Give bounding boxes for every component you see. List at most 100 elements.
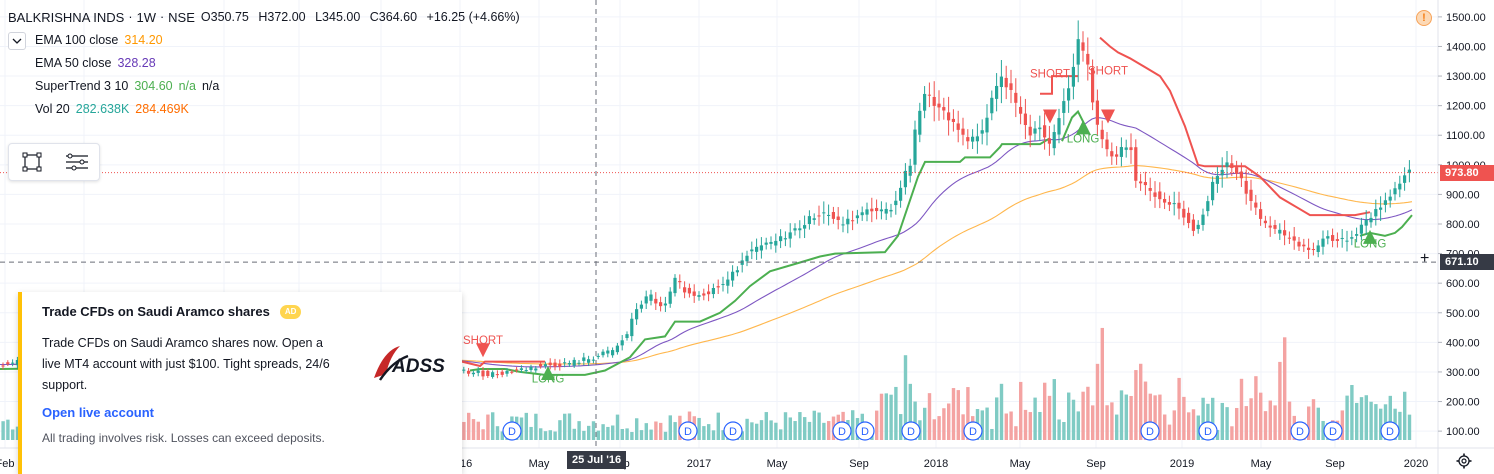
volume-bar — [1134, 370, 1138, 440]
dividend-marker[interactable]: D — [723, 421, 743, 441]
indicator-row[interactable]: Vol 20 282.638K 284.469K — [8, 98, 526, 121]
volume-bar — [625, 428, 629, 440]
volume-bar — [476, 421, 480, 440]
volume-bar — [937, 416, 941, 440]
dividend-label: D — [1146, 426, 1154, 438]
low-value: L345.00 — [315, 10, 361, 24]
dividend-marker[interactable]: D — [678, 421, 698, 441]
candle-body — [553, 362, 557, 367]
price-lines — [0, 0, 1438, 448]
volume-bar — [467, 412, 471, 440]
price-axis[interactable]: 1500.001400.001300.001200.001100.001000.… — [1437, 0, 1486, 474]
candle-body — [1273, 225, 1277, 229]
alert-icon[interactable]: ! — [1416, 10, 1432, 26]
candle-body — [1043, 125, 1047, 138]
indicator-row[interactable]: SuperTrend 3 10 304.60 n/a n/a — [8, 75, 526, 98]
dividend-marker[interactable]: D — [901, 421, 921, 441]
object-tree-button[interactable] — [62, 147, 92, 177]
volume-bar — [1230, 426, 1234, 440]
candle-body — [515, 369, 519, 371]
gear-icon[interactable] — [1456, 453, 1472, 469]
volume-bar — [1254, 376, 1258, 440]
volume-bar — [644, 423, 648, 440]
candle-body — [1134, 147, 1138, 181]
candle-body — [1139, 181, 1143, 184]
dividend-circle — [1323, 421, 1343, 441]
volume-bar — [716, 412, 720, 440]
candle-body — [1292, 236, 1296, 241]
candle-body — [1201, 214, 1205, 225]
candle-body — [1167, 202, 1171, 205]
volume-bar — [1143, 381, 1148, 440]
dividend-marker[interactable]: D — [963, 421, 983, 441]
candle-body — [1244, 180, 1248, 194]
candle-body — [524, 370, 528, 372]
dividend-marker[interactable]: D — [1198, 421, 1218, 441]
candle-body — [615, 345, 619, 353]
short-signal-arrow — [476, 343, 490, 358]
volume-bar — [1081, 391, 1085, 440]
supertrend-down-segment — [1099, 36, 1371, 217]
volume-bar — [1263, 411, 1268, 440]
ad-banner[interactable]: Trade CFDs on Saudi Aramco shares AD Tra… — [18, 292, 462, 474]
candle-body — [687, 287, 691, 294]
candle-body — [1297, 241, 1301, 247]
y-tick-label: 900.00 — [1446, 189, 1480, 201]
dividend-marker[interactable]: D — [832, 421, 852, 441]
volume-bar — [947, 403, 951, 440]
symbol-row: BALKRISHNA INDS · 1W · NSE O350.75 H372.… — [8, 6, 526, 29]
volume-bar — [1249, 398, 1253, 440]
volume-bar — [1071, 399, 1076, 440]
candle-body — [779, 236, 783, 242]
dividend-marker[interactable]: D — [1140, 421, 1160, 441]
exchange-label: NSE — [168, 10, 195, 25]
volume-bar — [1076, 411, 1080, 440]
candle-body — [1335, 239, 1339, 241]
volume-bar — [740, 431, 744, 440]
candle-body — [1239, 171, 1243, 179]
candle-body — [918, 110, 922, 135]
candle-body — [630, 318, 634, 337]
volume-bar — [1153, 395, 1157, 440]
dividend-label: D — [969, 426, 977, 438]
candle-body — [1081, 42, 1085, 51]
volume-bar — [587, 425, 591, 440]
candle-body — [620, 340, 624, 346]
dividend-marker[interactable]: D — [1380, 421, 1400, 441]
volume-bar — [1057, 419, 1061, 440]
volume-bar — [884, 393, 888, 440]
symbol-name[interactable]: BALKRISHNA INDS — [8, 10, 125, 25]
indicator-name: EMA 100 close — [35, 33, 119, 47]
volume-bar — [1259, 392, 1263, 440]
dividend-marker[interactable]: D — [855, 421, 875, 441]
volume-bar — [1187, 412, 1191, 440]
candle-body — [1316, 245, 1320, 253]
indicator-row[interactable]: EMA 50 close 328.28 — [8, 52, 526, 75]
volume-bar — [1115, 414, 1119, 440]
indicator-row[interactable]: EMA 100 close 314.20 — [8, 29, 526, 52]
volume-bar — [889, 394, 893, 440]
volume-bar — [1038, 411, 1042, 440]
candle-body — [1033, 128, 1037, 134]
add-alert-plus-icon[interactable]: + — [1420, 250, 1430, 267]
indicator-name: Vol 20 — [35, 102, 70, 116]
candle-body — [1211, 181, 1215, 201]
short-signal-label: SHORT — [463, 335, 503, 347]
candle-body — [755, 246, 759, 252]
y-tick-label: 1200.00 — [1446, 101, 1486, 113]
candle-body — [1230, 163, 1234, 169]
dividend-circle — [901, 421, 921, 441]
collapse-legend-button[interactable] — [8, 32, 26, 50]
candle-body — [812, 218, 816, 220]
volume-bar — [1403, 391, 1407, 440]
dividend-marker[interactable]: D — [1290, 421, 1310, 441]
alert-symbol: ! — [1422, 12, 1426, 24]
open-live-account-link[interactable]: Open live account — [42, 405, 154, 420]
dividend-marker[interactable]: D — [502, 421, 522, 441]
dividend-label: D — [861, 426, 869, 438]
candle-body — [635, 309, 639, 320]
candle-body — [1, 365, 5, 367]
dividend-marker[interactable]: D — [1323, 421, 1343, 441]
rectangle-select-button[interactable] — [17, 147, 47, 177]
